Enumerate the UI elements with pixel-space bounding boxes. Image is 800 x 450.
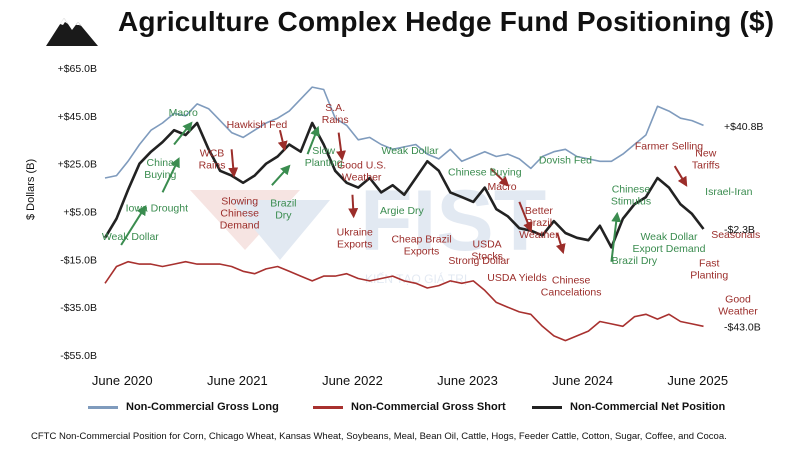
watermark-brand: FIST [360, 173, 546, 269]
end-value-label: -$43.0B [724, 321, 761, 333]
end-labels: +$40.8B -$2.3B -$43.0B [724, 121, 763, 333]
x-tick-label: June 2024 [552, 373, 613, 388]
annotation-label: Chinese Stimulus [611, 183, 651, 207]
annotation-label: Fast Planting [690, 258, 728, 282]
annotation-label: Chinese Buying [448, 167, 522, 179]
annotation-arrows [120, 121, 688, 262]
footnote: CFTC Non-Commercial Position for Corn, C… [31, 431, 727, 442]
annotation-label: WCB Rains [199, 147, 226, 171]
legend-label-long: Non-Commercial Gross Long [126, 401, 279, 413]
series-line-net [103, 121, 705, 249]
x-tick-label: June 2020 [92, 373, 153, 388]
annotation-arrow [306, 125, 320, 155]
annotation-label: Argie Dry [380, 205, 425, 217]
watermark-tagline: KIẾN TẠO GIÁ TRỊ [365, 271, 467, 286]
annotation-label: Weak Dollar [640, 231, 697, 243]
annotation-arrow [228, 149, 239, 178]
annotation-label: China Buying [144, 157, 176, 181]
annotation-label: Macro [169, 107, 198, 119]
y-tick-label: +$5.0B [63, 207, 97, 219]
annotation-arrow [271, 164, 291, 186]
legend-label-net: Non-Commercial Net Position [570, 401, 726, 413]
annotation-label: Cheap Brazil Exports [391, 234, 451, 258]
x-tick-label: June 2022 [322, 373, 383, 388]
annotation-label: Weak Dollar [102, 231, 159, 243]
end-value-label: +$40.8B [724, 121, 763, 133]
legend-item-long: Non-Commercial Gross Long [88, 401, 279, 413]
x-tick-label: June 2021 [207, 373, 268, 388]
annotation-label: Ukraine Exports [337, 226, 373, 250]
annotation-label: Israel-Iran [705, 186, 752, 198]
annotation-label: Export Demand [632, 243, 705, 255]
y-tick-label: -$15.0B [60, 254, 97, 266]
legend-swatch-short [313, 405, 343, 409]
annotation-label: USDA Stocks [471, 238, 503, 262]
annotation-arrow [120, 205, 147, 246]
annotation-arrow [555, 232, 566, 255]
annotation-label: Slow Planting [305, 145, 343, 169]
annotation-arrow [336, 132, 347, 161]
annotation-label: Good U.S. Weather [337, 159, 386, 183]
annotation-label: Brazil Dry [612, 255, 658, 267]
annotation-label: USDA Yields [487, 272, 547, 284]
annotation-label: Dovish Fed [539, 155, 592, 167]
y-tick-label: +$65.0B [58, 63, 97, 75]
watermark: FIST KIẾN TẠO GIÁ TRỊ [190, 173, 546, 286]
legend-label-short: Non-Commercial Gross Short [351, 401, 506, 413]
annotation-label: Seasonals [711, 229, 760, 241]
annotation-arrow [489, 167, 510, 187]
annotation-arrow [518, 201, 533, 233]
y-tick-label: +$25.0B [58, 159, 97, 171]
annotation-arrow [173, 121, 193, 146]
x-axis-ticks: June 2020 June 2021 June 2022 June 2023 June… [92, 373, 728, 388]
mountain-logo-icon [46, 18, 98, 46]
series-line-long [104, 86, 704, 179]
x-tick-label: June 2025 [667, 373, 728, 388]
y-tick-label: -$35.0B [60, 302, 97, 314]
annotation-label: New Tariffs [692, 147, 720, 171]
annotation-label: Weak Dollar [382, 145, 439, 157]
annotation-label: Strong Dollar [448, 255, 510, 267]
annotation-label: Macro [487, 181, 516, 193]
y-axis-ticks: +$65.0B +$45.0B +$25.0B +$5.0B -$15.0B -$35.0… [58, 63, 97, 362]
legend-swatch-long [88, 405, 118, 409]
annotation-label: Farmer Selling [635, 140, 703, 152]
legend-item-net: Non-Commercial Net Position [532, 401, 725, 413]
annotation-label: Hawkish Fed [227, 119, 288, 131]
legend-swatch-net [532, 405, 562, 409]
annotation-label: S.A. Rains [322, 102, 349, 126]
y-tick-label: -$55.0B [60, 350, 97, 362]
legend-item-short: Non-Commercial Gross Short [313, 401, 506, 413]
annotation-arrow [277, 129, 288, 152]
annotation-label: Better Brazil Weather [519, 205, 559, 241]
annotation-label: Brazil Dry [270, 198, 296, 222]
annotation-label: Slowing Chinese Demand [220, 195, 260, 231]
series-line-short [104, 260, 704, 342]
chart-title: Agriculture Complex Hedge Fund Positioni… [118, 6, 775, 37]
annotations: Weak Dollar Iowa Drought China Buying Macro W… [102, 102, 760, 317]
annotation-label: Iowa Drought [126, 203, 189, 215]
annotation-arrow [610, 211, 622, 262]
end-value-label: -$2.3B [724, 224, 755, 236]
annotation-arrow [673, 165, 688, 187]
annotation-label: Chinese Cancelations [541, 274, 602, 298]
x-tick-label: June 2023 [437, 373, 498, 388]
series-lines [103, 86, 705, 342]
annotation-arrow [161, 157, 180, 193]
annotation-label: Good Weather [718, 293, 758, 317]
annotation-arrow [348, 194, 359, 219]
y-tick-label: +$45.0B [58, 111, 97, 123]
y-axis-label: $ Dollars (B) [25, 158, 37, 220]
